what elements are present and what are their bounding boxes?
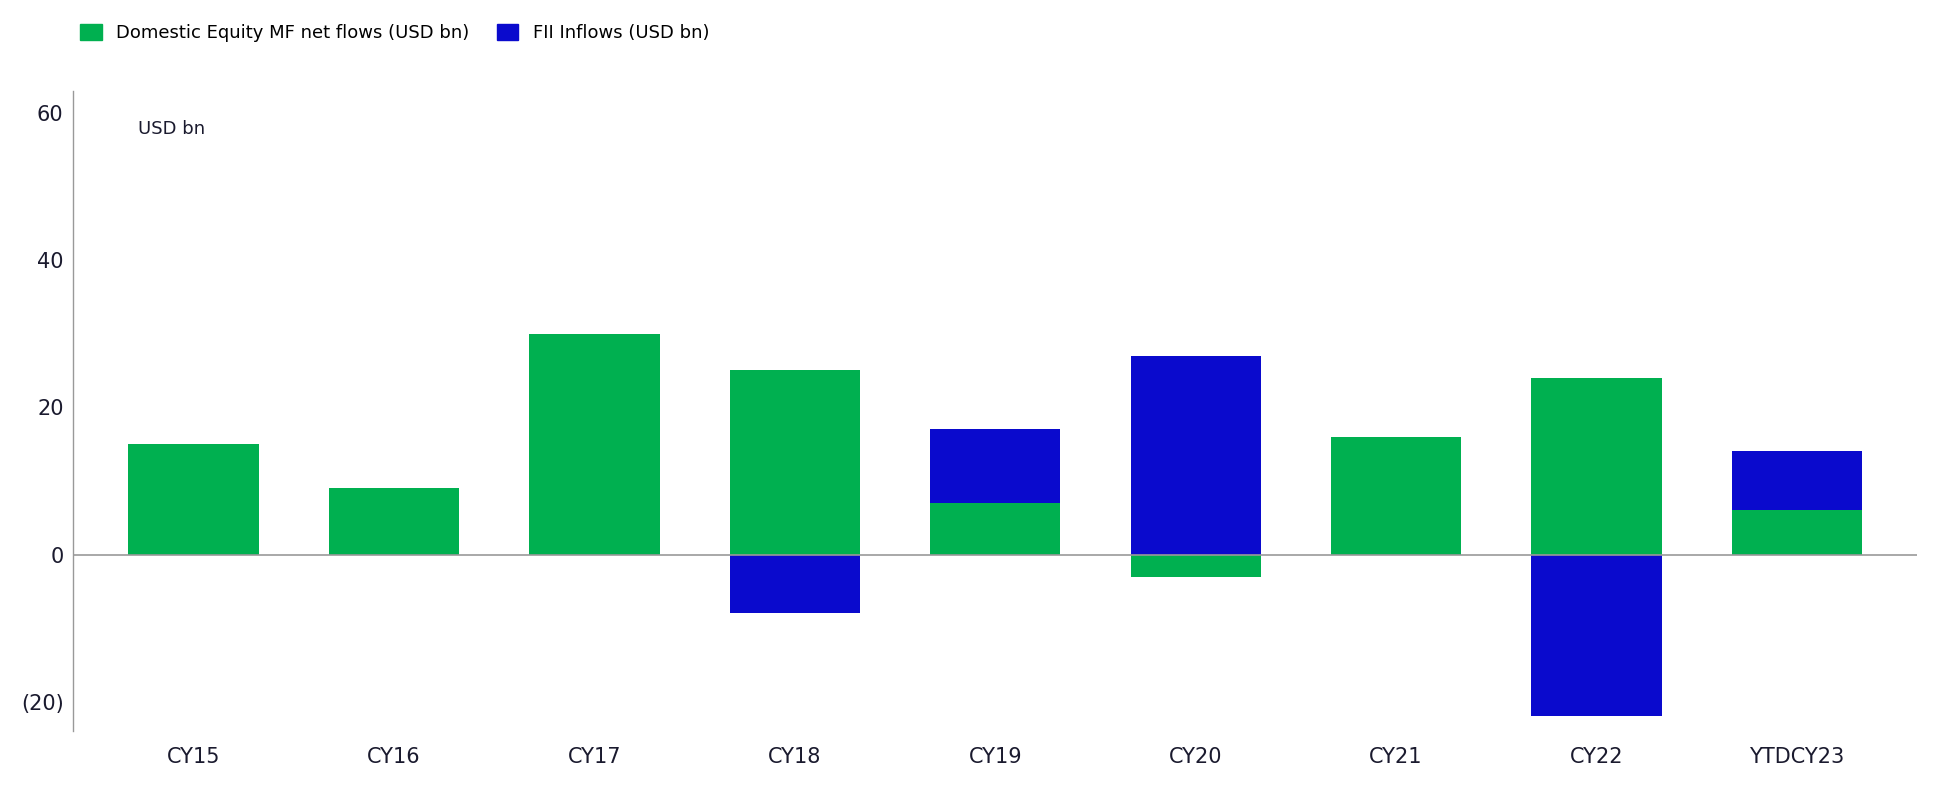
Bar <box>930 429 1060 555</box>
Bar <box>1733 452 1862 555</box>
Bar <box>128 444 258 555</box>
Bar <box>1130 555 1262 577</box>
Bar <box>329 489 459 555</box>
Bar <box>1331 518 1461 555</box>
Text: USD bn: USD bn <box>138 120 205 138</box>
Bar <box>1531 555 1661 716</box>
Bar <box>128 525 258 555</box>
Bar <box>930 503 1060 555</box>
Bar <box>1531 377 1661 555</box>
Bar <box>731 370 860 555</box>
Legend: Domestic Equity MF net flows (USD bn), FII Inflows (USD bn): Domestic Equity MF net flows (USD bn), F… <box>74 17 717 49</box>
Bar <box>1331 437 1461 555</box>
Bar <box>1733 511 1862 555</box>
Bar <box>1130 355 1262 555</box>
Bar <box>731 555 860 613</box>
Bar <box>529 489 659 555</box>
Bar <box>529 333 659 555</box>
Bar <box>329 533 459 555</box>
